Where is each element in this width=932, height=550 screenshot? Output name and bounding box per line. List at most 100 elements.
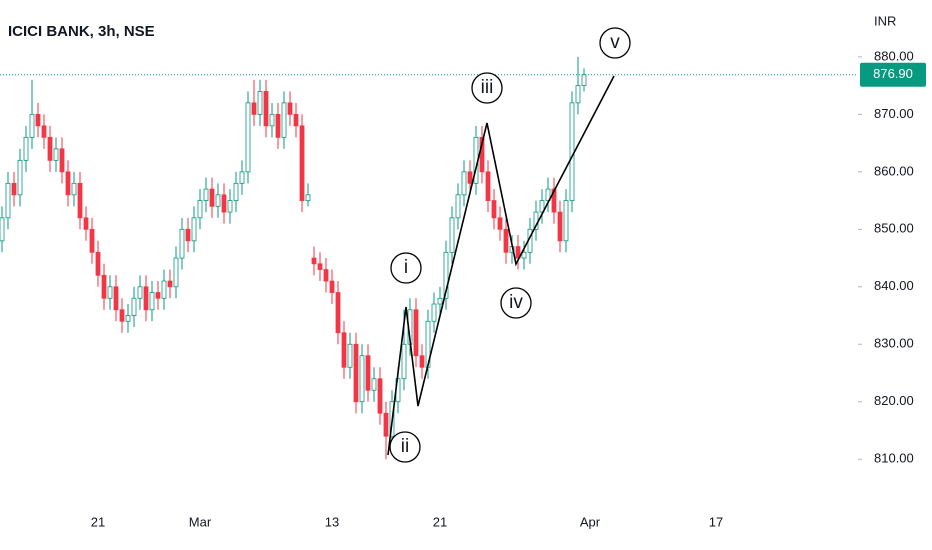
candle-body bbox=[323, 269, 329, 282]
candle-body bbox=[263, 90, 269, 127]
candle-body bbox=[419, 355, 425, 368]
wave-label: iii bbox=[481, 77, 494, 98]
plot-area: 810.00 820.00 830.00 840.00 850.00 860.00 870.… bbox=[0, 48, 914, 529]
candle-body bbox=[29, 113, 35, 138]
x-tick-label: 13 bbox=[325, 514, 339, 529]
candle-body bbox=[47, 136, 53, 161]
x-tick-label: 21 bbox=[91, 514, 105, 529]
wave-circle bbox=[390, 252, 422, 284]
candle-body bbox=[221, 194, 227, 213]
y-tick-label: 830.00 bbox=[874, 336, 914, 351]
candle-body bbox=[233, 182, 239, 201]
y-tick-label: 810.00 bbox=[874, 451, 914, 466]
candle-body bbox=[59, 148, 65, 173]
candle-body bbox=[83, 217, 89, 230]
x-tick-label: 21 bbox=[433, 514, 447, 529]
y-tick-label: 820.00 bbox=[874, 393, 914, 408]
candle-body bbox=[293, 113, 299, 127]
x-tick-label: Apr bbox=[580, 514, 601, 529]
candle-body bbox=[455, 194, 461, 219]
candle-body bbox=[251, 102, 257, 115]
candle-body bbox=[119, 309, 125, 322]
candle-body bbox=[503, 228, 509, 253]
candle-body bbox=[131, 297, 137, 316]
candle-body bbox=[65, 171, 71, 196]
candle-body bbox=[443, 251, 449, 299]
candle-body bbox=[17, 159, 23, 196]
candle-body bbox=[287, 102, 293, 115]
candle-body bbox=[365, 355, 371, 391]
x-tick-label: Mar bbox=[189, 514, 212, 529]
wave-label: i bbox=[404, 257, 408, 278]
candle-body bbox=[485, 171, 491, 201]
candle-body bbox=[197, 200, 203, 219]
candle-body bbox=[539, 200, 545, 213]
candle-body bbox=[77, 182, 83, 219]
candle-body bbox=[575, 85, 581, 104]
wave-label: ii bbox=[401, 436, 409, 457]
wave-circle bbox=[471, 72, 503, 104]
candle-body bbox=[53, 148, 59, 161]
candle-body bbox=[137, 286, 143, 299]
candle-body bbox=[11, 182, 17, 196]
candle-body bbox=[185, 228, 191, 242]
candle-body bbox=[275, 113, 281, 138]
wave-circle bbox=[389, 431, 421, 463]
candle-body bbox=[227, 200, 233, 213]
candle-body bbox=[317, 263, 323, 270]
candle-body bbox=[5, 182, 11, 219]
y-tick-label: 840.00 bbox=[874, 278, 914, 293]
wave-label: iv bbox=[509, 292, 523, 313]
y-tick-label: 880.00 bbox=[874, 48, 914, 63]
candle-body bbox=[491, 200, 497, 219]
candle-body bbox=[215, 194, 221, 207]
candle-body bbox=[431, 303, 437, 322]
candle-body bbox=[269, 113, 275, 127]
candle-body bbox=[449, 217, 455, 253]
candle-body bbox=[359, 355, 365, 403]
candle-body bbox=[155, 292, 161, 299]
wave-circle bbox=[599, 27, 631, 59]
candle-body bbox=[89, 228, 95, 253]
y-tick-label: 860.00 bbox=[874, 163, 914, 178]
candle-body bbox=[497, 217, 503, 230]
candle-body bbox=[239, 171, 245, 184]
chart-title: ICICI BANK, 3h, NSE bbox=[8, 23, 155, 40]
last-price-label: 876.90 bbox=[873, 66, 913, 81]
candle-body bbox=[467, 171, 473, 184]
candle-body bbox=[515, 246, 521, 259]
candle-body bbox=[377, 378, 383, 414]
candle-body bbox=[341, 332, 347, 368]
wave-circle bbox=[500, 287, 532, 319]
candle-body bbox=[125, 315, 131, 322]
wave-label: v bbox=[610, 32, 620, 53]
candle-body bbox=[149, 292, 155, 311]
candle-body bbox=[173, 257, 179, 288]
candle-body bbox=[179, 228, 185, 259]
candle-body bbox=[311, 257, 317, 265]
candle-body bbox=[581, 74, 587, 87]
candle-body bbox=[383, 412, 389, 437]
candle-body bbox=[557, 211, 563, 242]
candle-body bbox=[521, 251, 527, 259]
candle-body bbox=[245, 102, 251, 173]
candle-body bbox=[563, 200, 569, 242]
wave-labels: i ii iii iv v bbox=[389, 27, 631, 463]
candle-body bbox=[299, 125, 305, 201]
candle-body bbox=[353, 343, 359, 403]
x-tick-label: 17 bbox=[709, 514, 723, 529]
candle-body bbox=[167, 280, 173, 288]
candle-body bbox=[329, 280, 335, 293]
candle-body bbox=[545, 188, 551, 201]
candle-body bbox=[257, 90, 263, 115]
candle-body bbox=[413, 309, 419, 357]
candle-body bbox=[71, 182, 77, 196]
candle-body bbox=[41, 125, 47, 138]
y-tick-label: 850.00 bbox=[874, 221, 914, 236]
wave-line bbox=[387, 75, 615, 456]
candle-body bbox=[437, 297, 443, 305]
candle-body bbox=[551, 188, 557, 213]
candle-body bbox=[101, 274, 107, 299]
candle-body bbox=[371, 378, 377, 391]
